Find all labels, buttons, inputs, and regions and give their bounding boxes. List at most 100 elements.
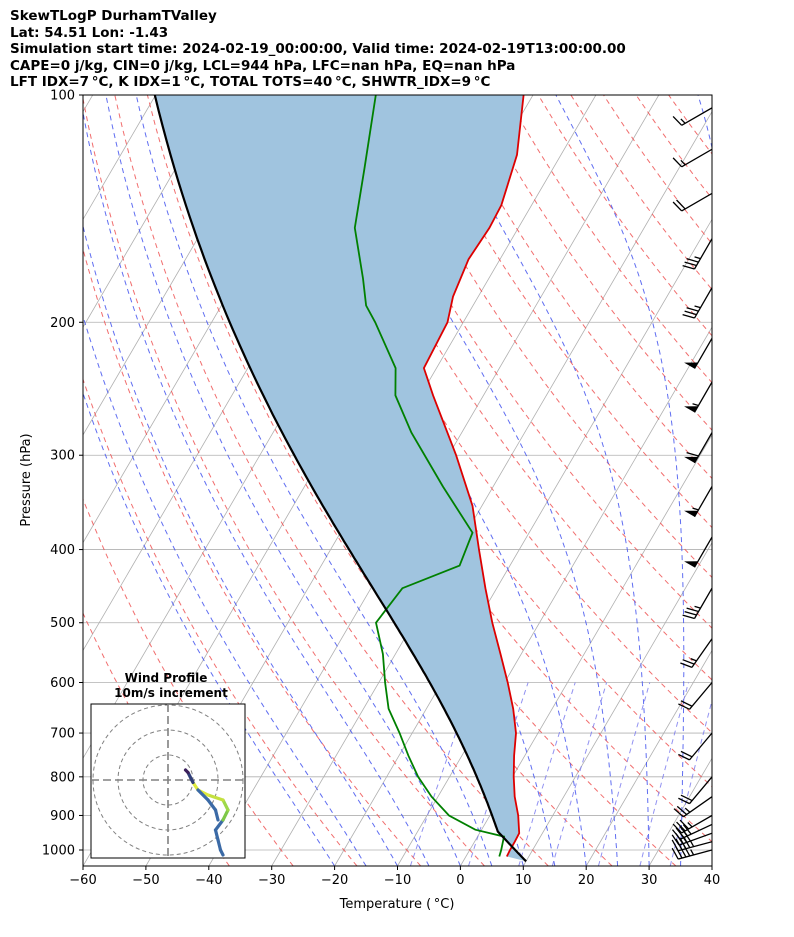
wind-barb	[672, 192, 712, 212]
isotherm	[585, 649, 712, 866]
barb-full	[686, 258, 699, 263]
moist-adiabat	[697, 95, 712, 866]
y-tick-label: 1000	[42, 844, 75, 859]
barb-staff	[693, 432, 712, 464]
barb-half	[690, 849, 695, 856]
barb-staff	[693, 287, 712, 319]
barb-full	[672, 201, 683, 212]
y-tick-label: 500	[50, 616, 75, 631]
wind-barb	[672, 107, 712, 126]
barb-staff	[693, 486, 712, 518]
dry-adiabat	[83, 497, 294, 866]
chart-title: SkewTLogP DurhamTValley	[10, 8, 217, 24]
barb-half	[680, 118, 686, 124]
x-tick-label: −30	[258, 873, 285, 888]
y-tick-label: 900	[50, 809, 75, 824]
x-tick-label: −10	[384, 873, 411, 888]
dewpoint-line	[353, 95, 506, 857]
x-tick-label: 0	[456, 873, 464, 888]
moist-adiabat	[83, 391, 336, 866]
x-tick-label: 20	[578, 873, 595, 888]
x-tick-label: −40	[195, 873, 222, 888]
barb-full	[676, 805, 688, 815]
hodograph-subtitle: 10m/s increment	[114, 686, 228, 700]
dry-adiabat	[407, 95, 712, 529]
barb-pennant	[684, 510, 698, 517]
y-tick-label: 100	[50, 89, 75, 104]
barb-half	[694, 605, 701, 609]
dry-adiabat	[635, 95, 712, 200]
barb-full	[672, 116, 683, 126]
simulation-times: Simulation start time: 2024-02-19_00:00:…	[10, 41, 626, 57]
mixing-ratio-line	[597, 682, 651, 866]
moist-adiabat	[744, 95, 794, 866]
hodograph-segment	[183, 768, 190, 775]
x-tick-label: −50	[132, 873, 159, 888]
wind-barb	[682, 287, 712, 319]
barb-staff	[689, 682, 712, 710]
barb-full	[672, 823, 683, 834]
barb-pennant	[684, 406, 698, 413]
stability-indices-2: LFT IDX=7 °C, K IDX=1 °C, TOTAL TOTS=40 …	[10, 74, 491, 90]
isotherm	[271, 110, 712, 866]
barb-full	[680, 700, 693, 707]
moist-adiabat	[555, 95, 685, 866]
barb-staff	[693, 381, 712, 413]
hodograph-plot	[91, 704, 245, 858]
barb-staff	[678, 841, 712, 852]
barb-half	[684, 807, 691, 813]
barb-full	[673, 808, 684, 818]
hodograph-segment	[213, 818, 225, 832]
barb-staff	[682, 796, 712, 818]
cape-area	[154, 95, 527, 862]
barb-pennant	[684, 362, 698, 369]
barb-full	[682, 314, 695, 319]
hodograph-segment	[221, 798, 230, 812]
barb-staff	[691, 638, 712, 668]
barb-staff	[681, 107, 712, 126]
y-tick-label: 700	[50, 727, 75, 742]
isotherm	[648, 757, 712, 866]
barb-half	[687, 822, 693, 828]
barb-staff	[693, 337, 712, 369]
barb-full	[671, 834, 680, 846]
x-tick-label: −60	[69, 873, 96, 888]
barb-full	[684, 261, 697, 267]
barb-half	[692, 403, 699, 407]
barb-full	[684, 610, 697, 616]
barb-full	[680, 750, 693, 758]
hodograph-segment	[206, 798, 218, 812]
barb-full	[682, 264, 695, 270]
isotherm	[83, 95, 94, 113]
barb-full	[679, 825, 689, 837]
barb-full	[676, 821, 686, 832]
hodograph-segment	[221, 808, 230, 822]
barb-half	[694, 305, 701, 309]
barb-full	[671, 839, 679, 852]
barb-full	[682, 659, 695, 665]
dry-adiabat	[83, 377, 358, 866]
hodograph-segment	[206, 793, 225, 802]
x-axis: −60 −50 −40 −30 −20 −10 0 10 20 30 40	[69, 866, 720, 888]
barb-full	[680, 794, 693, 802]
mixing-ratio-line	[518, 682, 576, 866]
barb-staff	[693, 587, 712, 619]
wind-barb	[672, 814, 712, 834]
dry-adiabat	[309, 95, 712, 681]
barb-full	[686, 451, 699, 457]
temperature-line	[422, 95, 525, 857]
moist-adiabat	[135, 95, 493, 866]
moist-adiabat	[83, 314, 367, 866]
wind-barb	[682, 238, 712, 270]
isotherm	[460, 434, 712, 866]
wind-barb	[680, 638, 712, 668]
x-tick-label: 40	[704, 873, 721, 888]
x-tick-label: 30	[641, 873, 658, 888]
barb-full	[686, 607, 699, 613]
barb-half	[690, 658, 697, 662]
wind-barb	[672, 148, 712, 168]
station-location: Lat: 54.51 Lon: -1.43	[10, 24, 169, 41]
barb-staff	[693, 536, 712, 568]
isotherm	[775, 95, 794, 866]
dry-adiabat	[83, 96, 485, 866]
